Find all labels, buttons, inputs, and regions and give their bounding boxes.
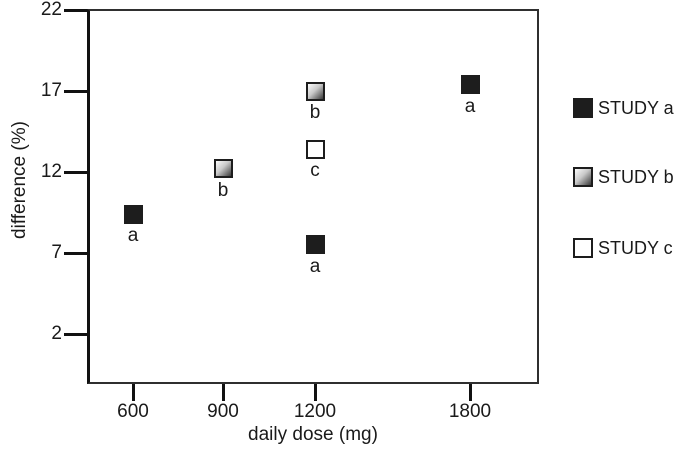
legend: STUDY a STUDY b STUDY c — [573, 0, 677, 457]
legend-label: STUDY a — [598, 97, 674, 118]
data-point-study-a — [305, 235, 325, 255]
y-tick-mark — [64, 332, 87, 336]
legend-item: STUDY a — [573, 97, 674, 119]
plot-area — [87, 9, 539, 384]
legend-item: STUDY b — [573, 166, 674, 188]
legend-label: STUDY c — [598, 237, 673, 258]
y-tick-mark — [64, 8, 87, 12]
x-tick-mark — [131, 384, 135, 401]
data-point-study-b — [213, 159, 233, 179]
y-tick-label: 7 — [51, 242, 62, 263]
x-tick-label: 600 — [117, 401, 149, 422]
data-point-study-c — [305, 139, 325, 159]
point-label: a — [127, 225, 139, 247]
legend-item: STUDY c — [573, 237, 673, 259]
point-label: a — [464, 95, 476, 117]
point-label: c — [310, 160, 320, 182]
x-tick-mark — [221, 384, 225, 401]
legend-swatch-study-a — [573, 98, 593, 118]
y-tick-label: 12 — [40, 161, 62, 182]
legend-swatch-study-b — [573, 167, 593, 187]
legend-swatch-study-c — [573, 238, 593, 258]
data-point-study-a — [460, 75, 480, 95]
x-tick-mark — [468, 384, 472, 401]
y-tick-label: 17 — [40, 80, 62, 101]
point-label: a — [309, 255, 321, 277]
y-tick-label: 2 — [51, 323, 62, 344]
y-tick-label: 22 — [40, 0, 62, 20]
x-tick-mark — [313, 384, 317, 401]
y-tick-mark — [64, 251, 87, 255]
x-axis-label: daily dose (mg) — [248, 424, 378, 445]
y-tick-mark — [64, 170, 87, 174]
point-label: b — [309, 102, 321, 123]
data-point-study-b — [305, 81, 325, 101]
legend-label: STUDY b — [598, 166, 674, 187]
x-tick-label: 900 — [207, 401, 239, 422]
data-point-study-a — [123, 204, 143, 224]
x-tick-label: 1200 — [293, 401, 337, 422]
point-label: b — [217, 179, 229, 201]
y-tick-mark — [64, 89, 87, 93]
x-tick-label: 1800 — [448, 401, 492, 422]
